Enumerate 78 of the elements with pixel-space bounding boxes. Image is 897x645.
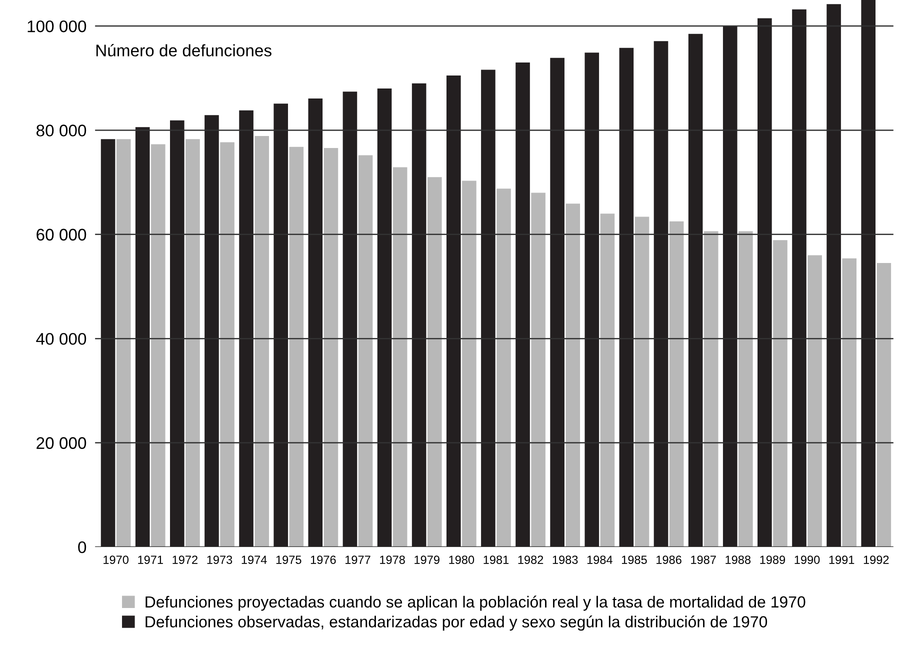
bar — [100, 139, 116, 547]
bar — [773, 240, 788, 547]
x-tick-label: 1973 — [207, 556, 232, 564]
x-tick-label: 1992 — [864, 556, 889, 564]
bar — [481, 70, 496, 547]
x-tick-label: 1972 — [172, 556, 198, 564]
y-tick-label: 60 000 — [36, 228, 86, 241]
bar — [600, 214, 615, 547]
bar — [204, 115, 219, 547]
legend-label: Defunciones proyectadas cuando se aplican la población real y la tasa de mortalidad de 1970 — [146, 596, 806, 611]
x-tick-label: 1981 — [484, 556, 509, 564]
bar — [377, 88, 392, 547]
bar — [289, 146, 304, 547]
bar — [669, 221, 684, 547]
bar — [462, 180, 476, 547]
x-tick-label: 1978 — [380, 556, 405, 564]
bar — [308, 98, 323, 547]
bar — [531, 192, 546, 547]
x-tick-label: 1970 — [104, 556, 128, 564]
bar — [704, 231, 718, 547]
bar — [135, 127, 150, 547]
bar — [324, 148, 338, 547]
bar — [550, 58, 564, 547]
bar — [254, 136, 269, 547]
x-tick-label: 1987 — [691, 556, 716, 564]
y-axis-title: Número de defunciones — [96, 44, 272, 56]
bar — [566, 204, 580, 547]
x-tick-label: 1988 — [726, 556, 751, 564]
bar — [342, 92, 358, 547]
x-tick-label: 1990 — [794, 556, 820, 564]
bar — [151, 144, 166, 547]
bar — [358, 155, 373, 547]
bar — [722, 26, 738, 547]
x-tick-label: 1975 — [276, 556, 302, 564]
y-tick-label: 100 000 — [28, 20, 86, 32]
y-tick-label: 80 000 — [36, 124, 86, 136]
y-tick-label: 40 000 — [36, 332, 86, 345]
bar — [876, 263, 892, 547]
legend-label: Defunciones observadas, estandarizadas por edad y sexo según la distribución de 1970 — [146, 616, 768, 631]
y-tick-label: 0 — [78, 541, 86, 554]
bar — [654, 41, 668, 547]
bar — [758, 18, 772, 547]
x-tick-label: 1982 — [518, 556, 544, 564]
bar — [861, 0, 876, 547]
bar — [392, 167, 408, 547]
x-tick-label: 1977 — [346, 556, 370, 564]
bar — [826, 4, 841, 547]
bar — [170, 120, 184, 547]
x-tick-label: 1980 — [449, 556, 474, 564]
x-tick-label: 1976 — [310, 556, 336, 564]
bar — [239, 110, 254, 547]
bar — [220, 142, 234, 547]
bar — [516, 62, 530, 547]
bar — [842, 258, 856, 547]
x-tick-label: 1979 — [414, 556, 440, 564]
bar — [446, 76, 461, 547]
bar — [274, 104, 288, 547]
bar — [688, 34, 703, 547]
x-tick-label: 1974 — [242, 556, 267, 564]
x-tick-label: 1983 — [552, 556, 578, 564]
bar — [808, 255, 822, 547]
bar — [738, 231, 753, 547]
x-tick-label: 1986 — [656, 556, 682, 564]
x-tick-label: 1989 — [760, 556, 786, 564]
bar — [496, 188, 511, 547]
bar — [634, 216, 650, 547]
bar — [619, 48, 634, 547]
bar — [116, 139, 131, 547]
bar — [186, 139, 200, 547]
x-tick-label: 1985 — [622, 556, 647, 564]
bar — [427, 177, 442, 547]
y-tick-label: 20 000 — [36, 437, 86, 449]
bar — [412, 83, 426, 547]
x-tick-label: 1971 — [138, 556, 163, 564]
bar — [584, 52, 600, 547]
x-tick-label: 1991 — [829, 556, 854, 564]
bar — [792, 9, 806, 547]
x-tick-label: 1984 — [587, 556, 612, 564]
